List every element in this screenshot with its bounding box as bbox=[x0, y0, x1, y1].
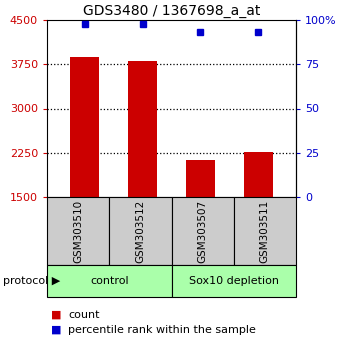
Bar bbox=[186, 160, 215, 197]
Title: GDS3480 / 1367698_a_at: GDS3480 / 1367698_a_at bbox=[83, 4, 260, 18]
Bar bbox=[244, 152, 273, 197]
Text: ■: ■ bbox=[51, 325, 62, 335]
Text: GSM303511: GSM303511 bbox=[260, 199, 270, 263]
Text: control: control bbox=[90, 276, 129, 286]
Text: Sox10 depletion: Sox10 depletion bbox=[189, 276, 279, 286]
Bar bbox=[128, 61, 157, 197]
Bar bbox=[70, 57, 99, 197]
Text: GSM303507: GSM303507 bbox=[198, 199, 208, 263]
Text: percentile rank within the sample: percentile rank within the sample bbox=[68, 325, 256, 335]
Text: ■: ■ bbox=[51, 310, 62, 320]
Text: GSM303510: GSM303510 bbox=[73, 199, 83, 263]
Text: GSM303512: GSM303512 bbox=[135, 199, 146, 263]
Text: protocol ▶: protocol ▶ bbox=[3, 276, 61, 286]
Text: count: count bbox=[68, 310, 100, 320]
